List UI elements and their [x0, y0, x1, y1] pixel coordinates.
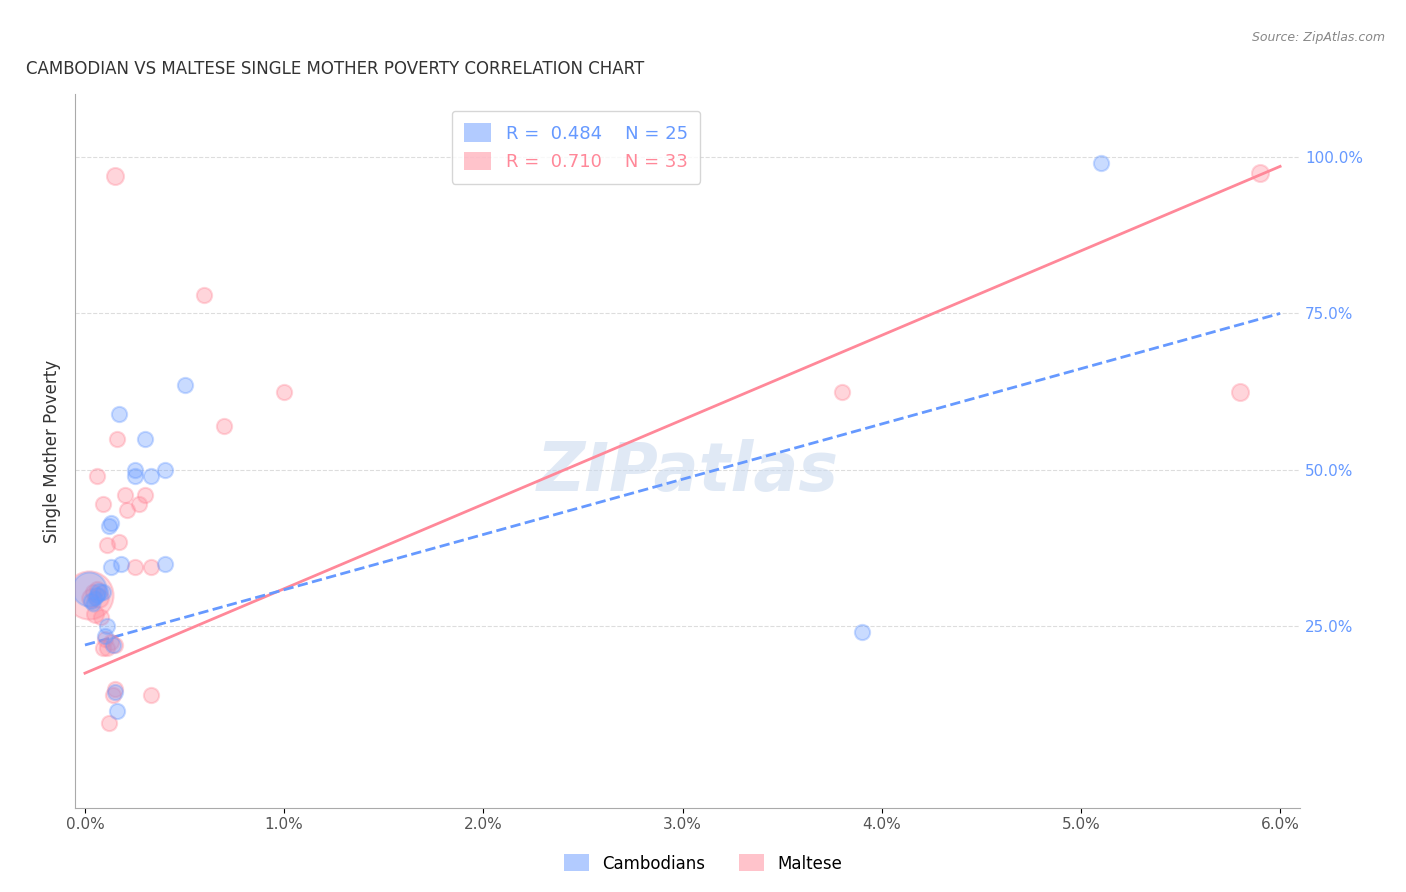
- Point: [97, 519, 120, 533]
- Point: [153, 463, 176, 477]
- Point: [91, 584, 114, 599]
- Point: [80, 594, 103, 608]
- Point: [86, 582, 108, 596]
- Point: [134, 488, 156, 502]
- Point: [108, 407, 131, 421]
- Point: [94, 632, 117, 646]
- Point: [851, 625, 873, 640]
- Legend: Cambodians, Maltese: Cambodians, Maltese: [557, 847, 849, 880]
- Point: [91, 497, 114, 511]
- Point: [193, 287, 215, 301]
- Point: [91, 641, 114, 656]
- Y-axis label: Single Mother Poverty: Single Mother Poverty: [44, 359, 60, 542]
- Point: [101, 688, 124, 702]
- Point: [100, 559, 122, 574]
- Point: [153, 557, 176, 571]
- Point: [96, 641, 118, 656]
- Point: [105, 432, 128, 446]
- Point: [104, 638, 127, 652]
- Point: [84, 607, 107, 621]
- Point: [101, 638, 124, 652]
- Point: [1249, 166, 1271, 180]
- Point: [80, 591, 103, 605]
- Point: [104, 681, 127, 696]
- Point: [115, 503, 138, 517]
- Point: [87, 591, 110, 605]
- Point: [124, 469, 146, 483]
- Point: [105, 704, 128, 718]
- Point: [139, 469, 162, 483]
- Point: [82, 584, 104, 599]
- Legend: R =  0.484    N = 25, R =  0.710    N = 33: R = 0.484 N = 25, R = 0.710 N = 33: [451, 111, 700, 184]
- Point: [128, 497, 150, 511]
- Point: [104, 169, 127, 183]
- Text: CAMBODIAN VS MALTESE SINGLE MOTHER POVERTY CORRELATION CHART: CAMBODIAN VS MALTESE SINGLE MOTHER POVER…: [25, 60, 644, 78]
- Text: ZIPatlas: ZIPatlas: [537, 440, 838, 506]
- Point: [139, 559, 162, 574]
- Point: [77, 582, 100, 596]
- Point: [110, 557, 132, 571]
- Point: [97, 716, 120, 731]
- Point: [84, 591, 107, 605]
- Point: [214, 419, 236, 434]
- Point: [94, 629, 117, 643]
- Point: [90, 610, 112, 624]
- Point: [134, 432, 156, 446]
- Point: [108, 534, 131, 549]
- Point: [96, 538, 118, 552]
- Point: [77, 588, 100, 602]
- Point: [100, 635, 122, 649]
- Point: [173, 378, 195, 392]
- Point: [87, 584, 110, 599]
- Point: [1229, 384, 1251, 399]
- Point: [1090, 156, 1112, 170]
- Point: [124, 463, 146, 477]
- Point: [104, 685, 127, 699]
- Point: [100, 516, 122, 530]
- Point: [124, 559, 146, 574]
- Point: [114, 488, 136, 502]
- Point: [831, 384, 853, 399]
- Point: [139, 688, 162, 702]
- Point: [86, 588, 108, 602]
- Text: Source: ZipAtlas.com: Source: ZipAtlas.com: [1251, 31, 1385, 45]
- Point: [273, 384, 295, 399]
- Point: [86, 469, 108, 483]
- Point: [96, 619, 118, 633]
- Point: [82, 598, 104, 612]
